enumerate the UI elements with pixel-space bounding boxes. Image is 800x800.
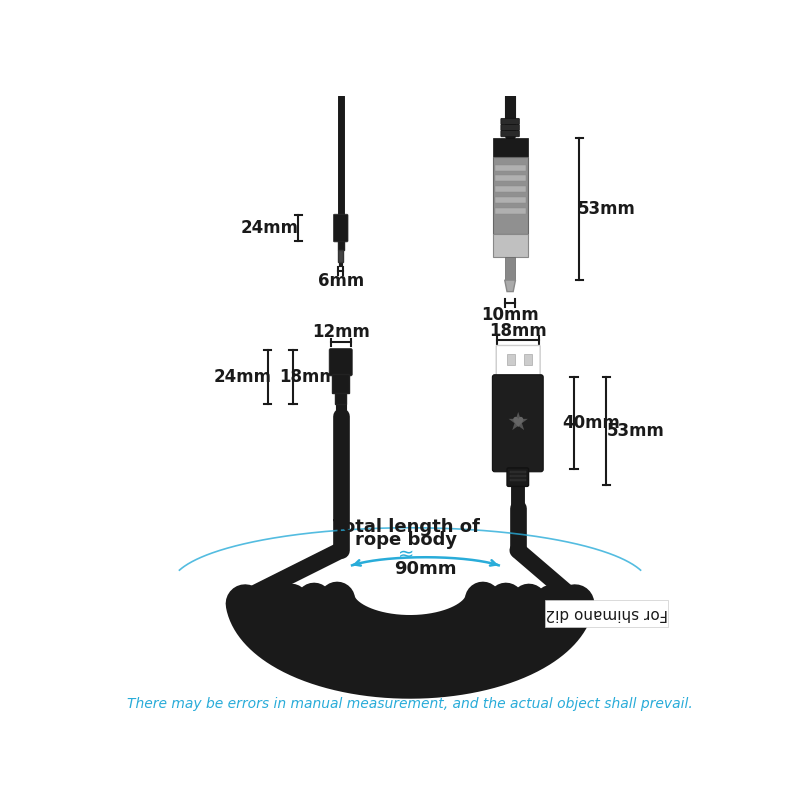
Text: 40mm: 40mm (562, 414, 620, 432)
FancyBboxPatch shape (496, 346, 540, 378)
Text: ≈: ≈ (398, 545, 414, 564)
Bar (493, 138, 528, 157)
Text: There may be errors in manual measurement, and the actual object shall prevail.: There may be errors in manual measuremen… (127, 698, 693, 711)
Text: 24mm: 24mm (214, 368, 272, 386)
Bar (493, 157, 528, 234)
Text: Total length of: Total length of (333, 518, 479, 536)
Text: ♥: ♥ (511, 416, 524, 430)
FancyBboxPatch shape (501, 118, 519, 125)
Bar (493, 234, 528, 257)
Polygon shape (505, 280, 515, 291)
Text: 10mm: 10mm (482, 306, 539, 324)
Text: 6mm: 6mm (318, 272, 364, 290)
Bar (545, 600, 668, 627)
Bar (338, 241, 344, 250)
Text: 90mm: 90mm (394, 560, 457, 578)
FancyBboxPatch shape (334, 214, 348, 242)
Bar (495, 165, 526, 170)
Text: For shimano di2: For shimano di2 (545, 606, 667, 621)
Text: ★: ★ (506, 411, 529, 435)
Bar (505, 257, 515, 280)
Bar (332, 374, 349, 394)
Bar (510, 471, 526, 474)
Bar (510, 475, 526, 477)
Bar (335, 394, 346, 404)
Text: 53mm: 53mm (578, 200, 635, 218)
Bar (524, 354, 532, 365)
Bar (495, 197, 526, 203)
FancyBboxPatch shape (329, 349, 352, 376)
Bar (507, 354, 514, 365)
Text: 24mm: 24mm (241, 219, 299, 237)
Text: 18mm: 18mm (279, 368, 338, 386)
Text: rope body: rope body (355, 531, 458, 550)
Bar (510, 478, 526, 481)
Text: 18mm: 18mm (489, 322, 546, 340)
Bar (495, 208, 526, 214)
Text: 53mm: 53mm (606, 422, 665, 440)
Bar (495, 186, 526, 192)
Text: 12mm: 12mm (312, 323, 370, 342)
FancyBboxPatch shape (492, 374, 543, 472)
FancyBboxPatch shape (501, 130, 519, 137)
FancyBboxPatch shape (507, 468, 529, 486)
Bar (338, 250, 343, 262)
Bar (495, 175, 526, 182)
FancyBboxPatch shape (501, 125, 519, 130)
